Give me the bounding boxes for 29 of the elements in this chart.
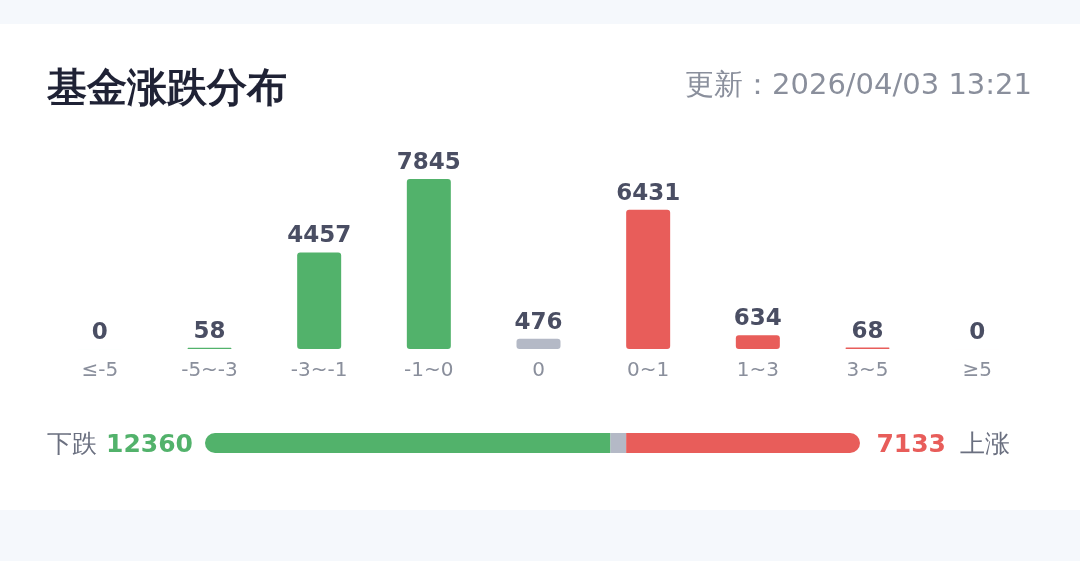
data-label: 0 xyxy=(969,318,986,344)
x-tick-label: -1~0 xyxy=(404,357,454,381)
bar xyxy=(735,335,780,349)
x-tick-label: 3~5 xyxy=(846,357,889,381)
x-tick-label: ≤-5 xyxy=(81,357,119,381)
text: 上涨 xyxy=(960,429,1010,458)
data-label: 476 xyxy=(514,307,563,334)
bar xyxy=(406,179,451,349)
x-tick-label: 0~1 xyxy=(627,357,670,381)
data-label: 0 xyxy=(91,318,108,344)
data-label: 68 xyxy=(851,316,884,343)
bar xyxy=(516,338,561,349)
text: 12360 xyxy=(106,429,193,458)
x-tick-label: -3~-1 xyxy=(290,357,348,381)
bar xyxy=(297,252,342,349)
data-label: 6431 xyxy=(616,178,681,205)
data-label: 7845 xyxy=(396,148,461,174)
data-label: 4457 xyxy=(287,221,352,248)
chart-subtitle: 更新：2026/04/03 13:21 xyxy=(685,67,1032,101)
x-tick-label: 0 xyxy=(532,357,545,381)
bar xyxy=(626,209,671,349)
x-tick-label: 1~3 xyxy=(736,357,779,381)
x-tick-label: ≥5 xyxy=(962,357,992,381)
x-tick-label: -5~-3 xyxy=(181,357,238,381)
chart-title: 基金涨跌分布 xyxy=(46,64,287,110)
data-label: 58 xyxy=(193,316,226,343)
text: 7133 xyxy=(876,429,946,458)
data-label: 634 xyxy=(733,304,782,331)
text: 下跌 xyxy=(47,429,97,458)
